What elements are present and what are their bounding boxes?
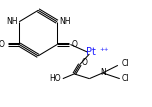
Text: Cl: Cl (122, 59, 129, 68)
Text: NH: NH (6, 17, 17, 26)
Text: N: N (100, 68, 105, 77)
Text: Pt: Pt (86, 47, 96, 57)
Text: NH: NH (59, 17, 71, 26)
Text: O: O (0, 40, 5, 49)
Text: ++: ++ (99, 47, 108, 52)
Text: O: O (71, 40, 77, 49)
Text: HO: HO (49, 74, 61, 83)
Text: Cl: Cl (122, 74, 129, 83)
Text: O: O (82, 58, 88, 67)
